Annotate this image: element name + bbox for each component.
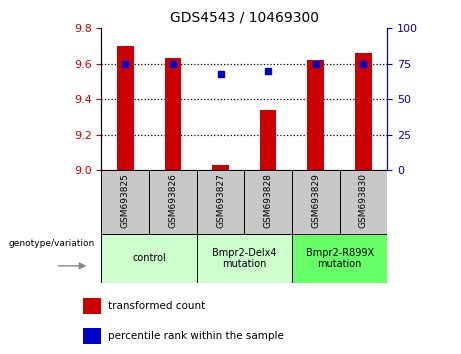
Text: Bmpr2-R899X
mutation: Bmpr2-R899X mutation <box>306 247 374 269</box>
Text: transformed count: transformed count <box>108 301 206 311</box>
Bar <box>197 234 292 283</box>
Text: GSM693826: GSM693826 <box>168 173 177 228</box>
Bar <box>340 170 387 234</box>
Bar <box>83 327 101 344</box>
Bar <box>149 170 197 234</box>
Bar <box>165 58 181 170</box>
Text: Bmpr2-Delx4
mutation: Bmpr2-Delx4 mutation <box>212 247 277 269</box>
Bar <box>260 110 277 170</box>
Text: percentile rank within the sample: percentile rank within the sample <box>108 331 284 341</box>
Text: GSM693825: GSM693825 <box>121 173 130 228</box>
Text: genotype/variation: genotype/variation <box>8 239 95 248</box>
Bar <box>244 170 292 234</box>
Bar <box>117 46 134 170</box>
Text: GSM693830: GSM693830 <box>359 173 368 228</box>
Bar <box>101 234 197 283</box>
Text: GSM693827: GSM693827 <box>216 173 225 228</box>
Bar <box>83 297 101 314</box>
Bar <box>197 170 244 234</box>
Title: GDS4543 / 10469300: GDS4543 / 10469300 <box>170 10 319 24</box>
Bar <box>307 60 324 170</box>
Text: control: control <box>132 253 166 263</box>
Bar <box>292 234 387 283</box>
Bar <box>212 165 229 170</box>
Text: GSM693829: GSM693829 <box>311 173 320 228</box>
Bar <box>355 53 372 170</box>
Text: GSM693828: GSM693828 <box>264 173 272 228</box>
Bar <box>292 170 340 234</box>
Bar <box>101 170 149 234</box>
